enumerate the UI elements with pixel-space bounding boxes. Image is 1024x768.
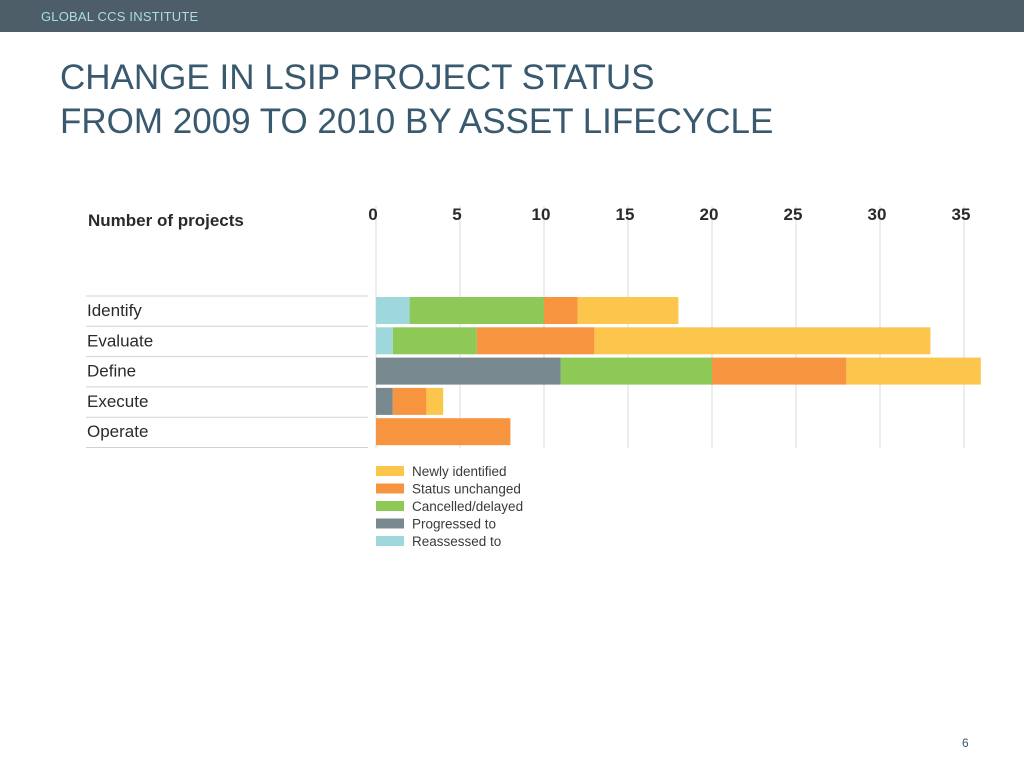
tick-label: 5	[452, 205, 461, 224]
tick-label: 15	[616, 205, 635, 224]
legend-label: Newly identified	[412, 464, 507, 479]
legend-swatch	[376, 483, 404, 494]
bar-segment	[594, 327, 931, 355]
legend-swatch	[376, 536, 404, 546]
tick-label: 35	[952, 205, 971, 224]
category-label: Execute	[87, 392, 148, 411]
row-separators	[86, 295, 368, 448]
bar-segment	[577, 297, 679, 324]
category-label: Operate	[87, 422, 148, 441]
bar-segment	[560, 357, 712, 385]
grid-layer	[375, 206, 965, 448]
legend-swatch	[376, 518, 404, 529]
tick-label: 25	[784, 205, 803, 224]
axis-label: Number of projects	[88, 211, 244, 230]
bar-segment	[409, 297, 544, 324]
legend: Newly identified Status unchanged Cancelle…	[376, 464, 523, 549]
page-number: 6	[962, 736, 969, 750]
bar-segment	[376, 327, 393, 355]
bar-segment	[376, 357, 561, 385]
bar-segment	[392, 387, 427, 415]
tick-label: 0	[368, 205, 377, 224]
bar-segment	[376, 387, 393, 415]
bar-segment	[476, 327, 595, 355]
bar-segment	[712, 357, 847, 385]
legend-swatch	[376, 501, 404, 511]
tick-label: 10	[532, 205, 551, 224]
bar-segment	[392, 327, 477, 355]
legend-swatch	[376, 466, 404, 476]
category-label: Evaluate	[87, 331, 153, 350]
bar-segment	[376, 418, 511, 446]
header-bar: GLOBAL CCS INSTITUTE	[0, 0, 1024, 32]
bar-segment	[426, 387, 444, 415]
bar-segment	[376, 297, 410, 324]
legend-label: Progressed to	[412, 517, 496, 532]
legend-label: Status unchanged	[412, 482, 521, 497]
bar-segment	[846, 357, 981, 385]
tick-label: 30	[868, 205, 887, 224]
slide-title: CHANGE IN LSIP PROJECT STATUS FROM 2009 …	[60, 56, 773, 144]
category-labels: Identify Evaluate Define Execute Operate	[87, 301, 153, 441]
tick-label: 20	[700, 205, 719, 224]
bar-segment	[544, 297, 578, 324]
legend-label: Cancelled/delayed	[412, 499, 523, 514]
tick-labels: 0 5 10 15 20 25 30 35	[368, 205, 970, 224]
category-label: Define	[87, 362, 136, 381]
organization-name: GLOBAL CCS INSTITUTE	[41, 9, 199, 24]
category-label: Identify	[87, 301, 142, 320]
legend-label: Reassessed to	[412, 534, 501, 549]
bars	[376, 297, 981, 446]
slide-title-line-2: FROM 2009 TO 2010 BY ASSET LIFECYCLE	[60, 102, 774, 141]
slide-title-line-1: CHANGE IN LSIP PROJECT STATUS	[60, 58, 655, 97]
